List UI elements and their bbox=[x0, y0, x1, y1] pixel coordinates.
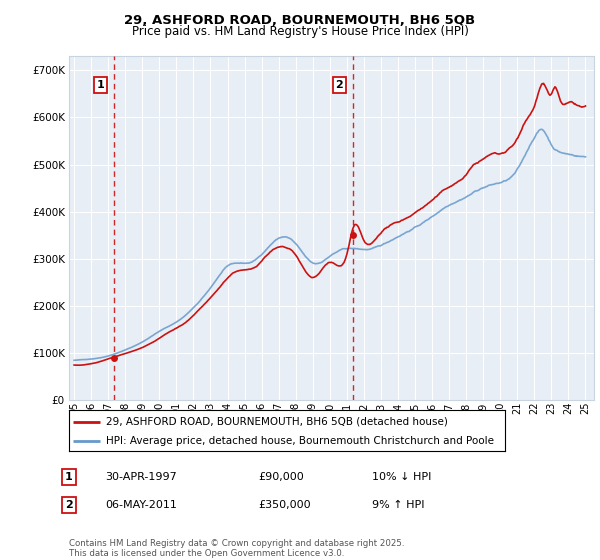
Text: 30-APR-1997: 30-APR-1997 bbox=[105, 472, 177, 482]
Text: 29, ASHFORD ROAD, BOURNEMOUTH, BH6 5QB: 29, ASHFORD ROAD, BOURNEMOUTH, BH6 5QB bbox=[124, 14, 476, 27]
Text: Price paid vs. HM Land Registry's House Price Index (HPI): Price paid vs. HM Land Registry's House … bbox=[131, 25, 469, 38]
Text: 10% ↓ HPI: 10% ↓ HPI bbox=[372, 472, 431, 482]
Text: £90,000: £90,000 bbox=[258, 472, 304, 482]
Text: 2: 2 bbox=[65, 500, 73, 510]
Text: 29, ASHFORD ROAD, BOURNEMOUTH, BH6 5QB (detached house): 29, ASHFORD ROAD, BOURNEMOUTH, BH6 5QB (… bbox=[106, 417, 448, 427]
Text: HPI: Average price, detached house, Bournemouth Christchurch and Poole: HPI: Average price, detached house, Bour… bbox=[106, 436, 494, 446]
Text: 06-MAY-2011: 06-MAY-2011 bbox=[105, 500, 177, 510]
Text: 1: 1 bbox=[65, 472, 73, 482]
Text: 1: 1 bbox=[97, 80, 104, 90]
Text: Contains HM Land Registry data © Crown copyright and database right 2025.
This d: Contains HM Land Registry data © Crown c… bbox=[69, 539, 404, 558]
Text: 9% ↑ HPI: 9% ↑ HPI bbox=[372, 500, 425, 510]
Text: £350,000: £350,000 bbox=[258, 500, 311, 510]
Text: 2: 2 bbox=[335, 80, 343, 90]
